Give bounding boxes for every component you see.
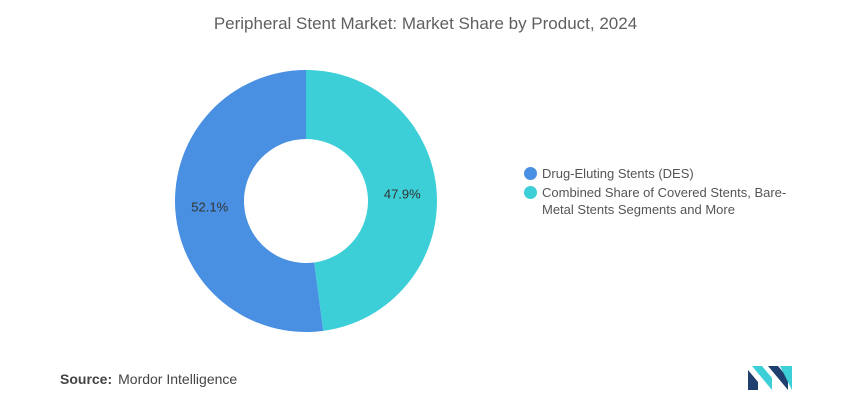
data-label-combined: 47.9% bbox=[384, 187, 421, 202]
legend-label-combined: Combined Share of Covered Stents, Bare-M… bbox=[542, 185, 787, 217]
source-label: Source: bbox=[60, 371, 113, 387]
legend-swatch-combined bbox=[524, 186, 537, 199]
legend-label-des: Drug-Eluting Stents (DES) bbox=[542, 166, 694, 181]
data-label-des: 52.1% bbox=[191, 199, 228, 214]
chart-title: Peripheral Stent Market: Market Share by… bbox=[213, 14, 638, 33]
source-value: Mordor Intelligence bbox=[118, 371, 238, 387]
legend-swatch-des bbox=[524, 167, 537, 180]
slice-combined bbox=[306, 70, 438, 331]
source-line: Source: Mordor Intelligence bbox=[60, 371, 237, 387]
slice-des bbox=[175, 70, 324, 332]
slices-group bbox=[175, 70, 438, 332]
data-labels-group: 47.9% 52.1% bbox=[191, 187, 421, 215]
chart-legend: Drug-Eluting Stents (DES) Combined Share… bbox=[524, 165, 792, 220]
legend-item-combined: Combined Share of Covered Stents, Bare-M… bbox=[524, 184, 792, 218]
mordor-intelligence-logo-icon bbox=[748, 366, 792, 390]
legend-item-des: Drug-Eluting Stents (DES) bbox=[524, 165, 792, 182]
